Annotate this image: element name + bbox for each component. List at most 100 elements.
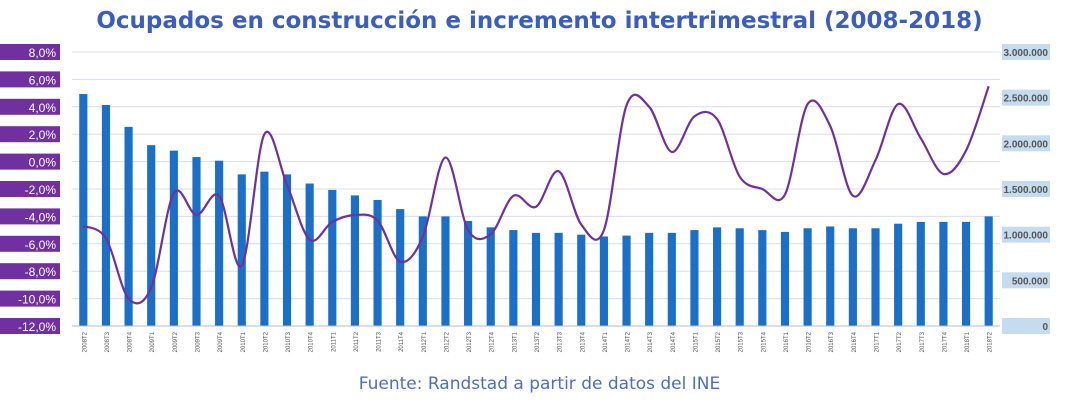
category-tick-label: 2011T1 bbox=[331, 331, 337, 352]
bar bbox=[577, 234, 586, 326]
bar bbox=[554, 232, 563, 326]
category-tick-label: 2017T4 bbox=[942, 331, 948, 352]
left-tick-box bbox=[0, 318, 60, 334]
bar bbox=[622, 235, 631, 326]
category-tick-label: 2010T1 bbox=[241, 331, 247, 352]
bar bbox=[305, 183, 314, 326]
category-tick-label: 2015T1 bbox=[693, 331, 699, 352]
bar bbox=[758, 230, 767, 326]
right-tick-label: 2.500.000 bbox=[1004, 94, 1049, 105]
bar bbox=[712, 227, 722, 326]
bar bbox=[101, 104, 111, 327]
category-tick-label: 2012T3 bbox=[467, 331, 473, 352]
bar bbox=[260, 171, 269, 326]
bar bbox=[984, 216, 993, 326]
left-tick-label: -2,0% bbox=[25, 183, 57, 197]
right-tick-label: 1.000.000 bbox=[1004, 231, 1049, 242]
bar bbox=[192, 157, 201, 326]
category-tick-label: 2015T4 bbox=[761, 331, 767, 352]
category-tick-label: 2008T3 bbox=[105, 331, 111, 352]
bar bbox=[916, 221, 925, 326]
source-note: Fuente: Randstad a partir de datos del I… bbox=[358, 374, 721, 394]
right-tick-box bbox=[1002, 135, 1050, 152]
left-tick-label: 8,0% bbox=[29, 46, 57, 60]
left-tick-box bbox=[0, 71, 60, 88]
category-tick-label: 2012T4 bbox=[490, 331, 496, 352]
left-tick-label: -4,0% bbox=[25, 210, 57, 224]
category-tick-label: 2009T1 bbox=[150, 331, 156, 352]
bar bbox=[894, 223, 903, 326]
left-tick-box bbox=[0, 126, 60, 143]
right-tick-box bbox=[1002, 272, 1050, 289]
bar bbox=[961, 221, 971, 326]
line-series bbox=[82, 85, 990, 305]
right-tick-label: 2.000.000 bbox=[1004, 139, 1049, 150]
category-tick-label: 2014T3 bbox=[648, 331, 654, 352]
category-tick-label: 2008T2 bbox=[82, 331, 88, 352]
left-tick-box bbox=[0, 153, 60, 170]
bar bbox=[690, 230, 699, 326]
bar bbox=[169, 150, 178, 326]
category-tick-label: 2013T1 bbox=[512, 331, 518, 352]
category-tick-label: 2016T2 bbox=[807, 331, 813, 352]
right-tick-box bbox=[1002, 89, 1050, 106]
left-tick-box bbox=[0, 181, 60, 197]
category-tick-label: 2010T4 bbox=[309, 331, 315, 352]
category-tick-label: 2017T3 bbox=[920, 331, 926, 352]
category-tick-label: 2011T2 bbox=[354, 331, 360, 352]
category-tick-label: 2014T1 bbox=[603, 331, 609, 352]
right-tick-label: 3.000.000 bbox=[1004, 48, 1049, 59]
left-tick-label: -12,0% bbox=[18, 320, 56, 334]
bar bbox=[486, 227, 495, 326]
category-tick-label: 2012T1 bbox=[422, 331, 428, 352]
category-tick-label: 2014T2 bbox=[626, 331, 632, 352]
left-tick-box bbox=[0, 290, 60, 307]
left-tick-label: 2,0% bbox=[29, 128, 57, 142]
left-tick-label: -6,0% bbox=[25, 238, 57, 252]
right-tick-label: 0 bbox=[1042, 322, 1048, 333]
bar bbox=[79, 94, 88, 326]
left-tick-label: 6,0% bbox=[29, 73, 57, 87]
bar bbox=[939, 221, 948, 326]
bar bbox=[237, 174, 246, 326]
bar bbox=[871, 228, 880, 326]
bar bbox=[350, 195, 360, 326]
bar bbox=[373, 199, 382, 326]
bar bbox=[147, 145, 156, 326]
category-tick-label: 2017T1 bbox=[875, 331, 881, 352]
combo-chart: 8,0% 6,0% 4,0% 2,0% 0,0% -2,0% -4,0% -6,0% -8,0%… bbox=[0, 44, 1050, 352]
category-tick-label: 2013T4 bbox=[580, 331, 586, 352]
left-tick-label: -8,0% bbox=[25, 265, 57, 279]
bar bbox=[667, 232, 676, 326]
category-tick-label: 2015T2 bbox=[716, 331, 722, 352]
right-tick-box bbox=[1002, 226, 1050, 243]
category-tick-label: 2018T2 bbox=[988, 331, 994, 352]
left-tick-label: 0,0% bbox=[29, 156, 57, 170]
category-tick-label: 2012T2 bbox=[444, 331, 450, 352]
bar bbox=[464, 220, 473, 326]
category-tick-label: 2015T3 bbox=[739, 331, 745, 352]
category-tick-label: 2010T3 bbox=[286, 331, 292, 352]
category-tick-label: 2016T4 bbox=[852, 331, 858, 352]
right-tick-label: 1.500.000 bbox=[1004, 185, 1049, 196]
bar bbox=[418, 216, 427, 326]
bar bbox=[645, 232, 654, 326]
left-tick-label: 4,0% bbox=[29, 101, 57, 115]
category-tick-label: 2008T4 bbox=[128, 331, 134, 352]
left-tick-label: -10,0% bbox=[18, 293, 56, 307]
left-tick-box bbox=[0, 44, 60, 60]
bar bbox=[531, 232, 541, 326]
category-tick-label: 2013T3 bbox=[558, 331, 564, 352]
category-tick-label: 2009T2 bbox=[173, 331, 179, 352]
category-tick-label: 2014T4 bbox=[671, 331, 677, 352]
bar bbox=[215, 160, 224, 326]
bar bbox=[328, 189, 337, 326]
right-tick-box bbox=[1002, 318, 1050, 334]
bar bbox=[803, 228, 812, 326]
category-tick-label: 2009T4 bbox=[218, 331, 224, 352]
bar bbox=[124, 126, 133, 326]
chart-title: Ocupados en construcción e incremento in… bbox=[96, 8, 983, 34]
right-tick-box bbox=[1002, 181, 1050, 197]
bar bbox=[396, 209, 405, 326]
bar bbox=[826, 226, 835, 326]
